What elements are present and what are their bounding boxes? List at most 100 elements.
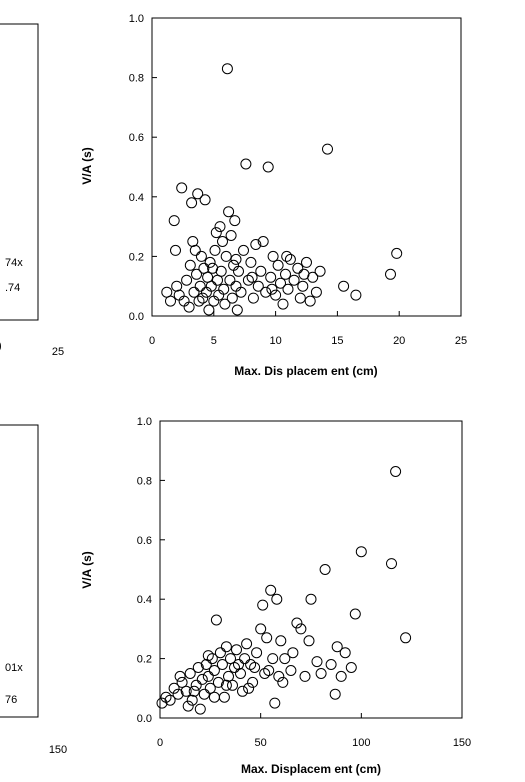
scatter-point xyxy=(231,644,242,656)
scatter-point xyxy=(192,188,204,200)
scatter-point xyxy=(176,182,188,194)
y-tick-label: 0.6 xyxy=(129,132,144,144)
scatter-point xyxy=(196,673,208,685)
scatter-point xyxy=(273,670,285,682)
scatter-point xyxy=(245,256,257,268)
x-tick-label: 0 xyxy=(157,737,163,749)
x-tick-label: 0 xyxy=(149,335,155,347)
scatter-point xyxy=(349,608,361,620)
x-tick-label: 10 xyxy=(269,335,281,347)
scatter-point xyxy=(203,304,215,316)
scatter-point xyxy=(199,194,211,206)
scatter-point xyxy=(386,558,397,570)
y-axis-label: V/A (s) xyxy=(80,551,94,589)
scatter-point xyxy=(206,653,218,665)
scatter-point xyxy=(251,647,263,659)
scatter-point xyxy=(265,271,277,283)
scatter-point xyxy=(207,262,219,274)
scatter-point xyxy=(310,286,322,298)
scatter-point xyxy=(262,161,274,173)
x-tick-label: 50 xyxy=(255,737,267,749)
scatter-point xyxy=(200,286,212,298)
scatter-point xyxy=(220,250,232,262)
scatter-point xyxy=(247,676,259,688)
scatter-point xyxy=(217,236,228,247)
scatter-point xyxy=(184,259,196,271)
scatter-point xyxy=(303,635,315,647)
scatter-point xyxy=(285,665,297,676)
scatter-point xyxy=(255,265,267,277)
scatter-point xyxy=(297,280,309,292)
scatter-point xyxy=(241,638,253,650)
scatter-point xyxy=(208,691,220,703)
scatter-point xyxy=(331,641,343,653)
scatter-point xyxy=(230,253,242,265)
scatter-point xyxy=(200,659,212,670)
scatter-point xyxy=(338,280,350,292)
scatter-point xyxy=(174,670,186,682)
scatter-point xyxy=(209,244,221,256)
scatter-point xyxy=(225,653,236,665)
scatter-point xyxy=(221,63,233,75)
scatter-point xyxy=(233,265,244,277)
scatter-point xyxy=(208,295,220,307)
plot-frame xyxy=(159,420,463,719)
y-tick-label: 0.8 xyxy=(137,475,152,487)
scatter-point xyxy=(252,280,264,292)
y-tick-label: 0.4 xyxy=(129,192,144,204)
x-tick-label: 15 xyxy=(331,335,343,347)
scatter-point xyxy=(239,653,251,665)
scatter-point xyxy=(168,682,180,694)
scatter-point xyxy=(220,641,232,653)
scatter-point xyxy=(197,292,209,304)
scatter-point xyxy=(269,697,281,709)
panel-top-left: 74x .74 25 ) xyxy=(0,23,64,358)
scatter-point xyxy=(263,665,275,676)
scatter-point xyxy=(339,647,351,659)
scatter-point xyxy=(284,253,296,265)
scatter-point xyxy=(257,599,269,611)
scatter-point xyxy=(291,617,303,629)
scatter-point xyxy=(277,676,289,688)
scatter-point xyxy=(182,700,194,712)
scatter-point xyxy=(204,682,216,694)
scatter-point xyxy=(194,703,206,715)
scatter-point xyxy=(314,265,326,277)
scatter-point xyxy=(230,280,242,292)
x-tick-label: 5 xyxy=(211,335,217,347)
scatter-point xyxy=(181,274,193,286)
scatter-point xyxy=(213,289,225,301)
scatter-point xyxy=(225,230,237,241)
y-tick-label: 0.0 xyxy=(137,713,152,725)
scatter-point xyxy=(311,656,323,668)
y-tick-label: 0.0 xyxy=(129,311,144,323)
scatter-point xyxy=(265,584,277,596)
scatter-point xyxy=(288,274,300,286)
annotation-text: 76 xyxy=(5,694,17,706)
scatter-point xyxy=(202,650,214,662)
scatter-point xyxy=(186,694,198,706)
x-axis-label: Max. Dis placem ent (cm) xyxy=(234,364,377,378)
scatter-point xyxy=(188,286,200,298)
axis-label-fragment: ) xyxy=(0,340,2,352)
scatter-point xyxy=(194,280,206,292)
scatter-point xyxy=(214,647,226,659)
scatter-point xyxy=(191,268,202,280)
y-tick-label: 0.2 xyxy=(137,654,152,666)
scatter-point xyxy=(319,564,331,575)
scatter-point xyxy=(294,292,306,304)
y-tick-label: 0.8 xyxy=(129,73,144,85)
scatter-point xyxy=(305,593,317,605)
x-tick-label: 150 xyxy=(453,737,471,749)
x-tick-label: 20 xyxy=(393,335,405,347)
scatter-point xyxy=(219,298,231,310)
scatter-point xyxy=(156,697,168,709)
x-tick-label: 100 xyxy=(352,737,370,749)
panel-bottom-left: 01x 76 150 xyxy=(0,424,67,756)
scatter-point xyxy=(280,268,291,280)
scatter-point xyxy=(198,688,210,700)
scatter-point xyxy=(322,143,333,155)
scatter-point xyxy=(186,197,198,209)
scatter-point xyxy=(301,256,312,268)
